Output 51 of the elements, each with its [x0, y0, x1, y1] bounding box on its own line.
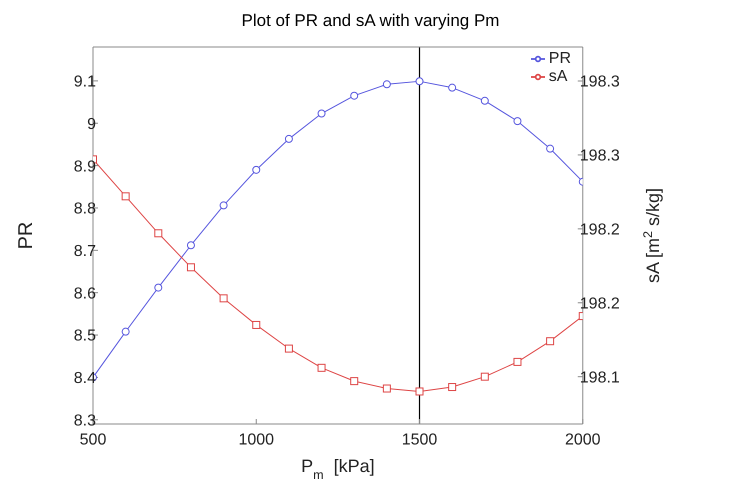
y-tick-label: 8.7	[74, 243, 96, 260]
point	[546, 337, 554, 346]
point	[513, 358, 522, 366]
x-tick-label: 1500	[402, 431, 438, 448]
point	[546, 144, 554, 153]
point	[513, 117, 522, 126]
point	[480, 96, 489, 105]
y2-tick-label: 198.2	[580, 222, 620, 239]
point	[284, 134, 293, 143]
y-tick-label: 8.8	[74, 200, 96, 218]
point	[382, 384, 391, 393]
y-tick-label: 8.5	[74, 328, 96, 345]
point	[448, 84, 456, 92]
point	[480, 372, 489, 381]
y-axis-title: PR	[15, 222, 37, 250]
y2-tick-label: 198.2	[580, 295, 620, 312]
point	[122, 192, 130, 200]
point	[284, 344, 293, 353]
point	[154, 284, 162, 292]
point	[382, 80, 391, 88]
point	[186, 263, 195, 272]
y-tick-label: 9	[87, 116, 96, 133]
x-tick-label: 500	[80, 431, 106, 448]
y-tick-label: 8.9	[74, 158, 96, 176]
point	[350, 92, 358, 100]
x-axis-title: P$_{m}$ [kPa]	[301, 456, 375, 482]
point	[318, 110, 326, 118]
x-tick-label: 1000	[238, 431, 274, 448]
y-tick-label: 8.4	[74, 370, 96, 388]
legend-label: sA	[548, 68, 568, 85]
chart-title: Plot of PR and sA with varying Pm	[240, 10, 500, 32]
point	[416, 387, 424, 396]
y-tick-label: 8.6	[74, 285, 96, 302]
y2-tick-label: 198.3	[580, 74, 620, 91]
legend-label: PR	[548, 50, 571, 67]
point	[154, 229, 162, 238]
y2-tick-label: 198.3	[580, 148, 620, 165]
point	[448, 383, 456, 392]
y-tick-label: 8.3	[74, 412, 96, 430]
point	[416, 77, 424, 86]
x-tick-label: 2000	[564, 431, 601, 448]
point	[186, 241, 195, 250]
point	[252, 166, 260, 174]
point	[122, 328, 130, 336]
point	[220, 201, 228, 210]
y-tick-label: 9.1	[74, 74, 96, 91]
point	[220, 294, 228, 302]
point	[318, 364, 326, 372]
y2-tick-label: 198.1	[580, 369, 620, 386]
point	[350, 377, 358, 386]
point	[252, 320, 260, 329]
